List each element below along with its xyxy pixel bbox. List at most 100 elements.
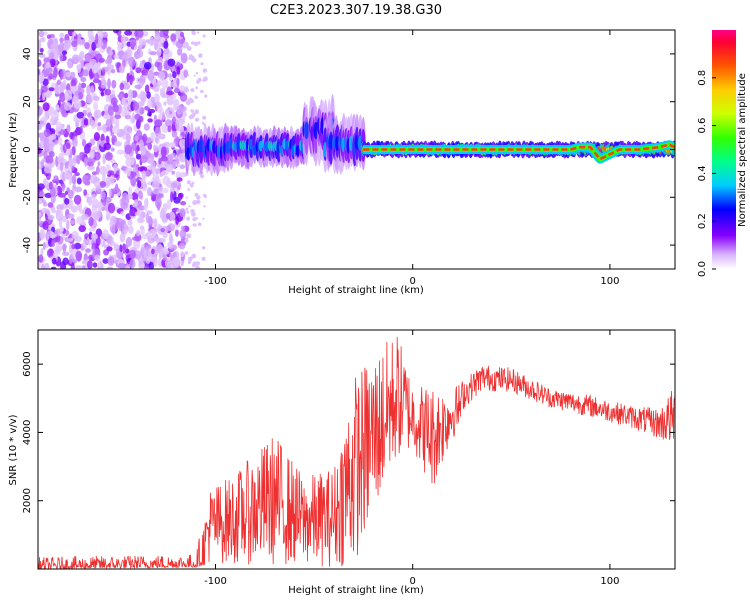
heatmap-cell xyxy=(50,114,54,123)
heatmap-cell xyxy=(110,68,116,74)
heatmap-region xyxy=(229,125,307,170)
heatmap-cell xyxy=(195,265,199,269)
heatmap-cell xyxy=(128,186,133,196)
heatmap-cell xyxy=(76,177,82,185)
heatmap-cell xyxy=(160,246,164,255)
heatmap-cell xyxy=(125,236,133,247)
heatmap-cell xyxy=(198,53,203,58)
heatmap-cell xyxy=(168,233,173,243)
heatmap-cell xyxy=(67,189,74,199)
heatmap-cell xyxy=(187,74,190,77)
heatmap-cell xyxy=(134,135,139,142)
heatmap-cell xyxy=(69,71,76,78)
heatmap-cell xyxy=(38,72,45,83)
heatmap-cell xyxy=(74,90,79,96)
heatmap-cell xyxy=(145,256,151,264)
snr-plot-area xyxy=(38,330,675,569)
heatmap-cell xyxy=(176,159,179,165)
figure-title: C2E3.2023.307.19.38.G30 xyxy=(270,3,442,18)
heatmap-cell xyxy=(74,186,83,193)
heatmap-cell xyxy=(89,174,98,184)
heatmap-cell xyxy=(194,192,199,197)
heatmap-cell xyxy=(161,170,169,176)
heatmap-cell xyxy=(101,75,105,83)
heatmap-cell xyxy=(43,150,48,160)
heatmap-cell xyxy=(129,40,136,48)
heatmap-cell xyxy=(56,204,64,211)
heatmap-cell xyxy=(192,217,197,222)
heatmap-cell xyxy=(72,95,78,101)
heatmap-cell xyxy=(48,151,55,158)
heatmap-cell xyxy=(63,102,72,111)
heatmap-cell xyxy=(92,95,100,101)
heatmap-cell xyxy=(161,187,169,194)
heatmap-cell xyxy=(82,265,86,269)
heatmap-cell xyxy=(52,37,58,44)
heatmap-cell xyxy=(59,37,64,43)
heatmap-cell xyxy=(45,62,51,69)
heatmap-cell xyxy=(170,191,174,203)
heatmap-cell xyxy=(72,31,77,37)
heatmap-cell xyxy=(48,181,53,190)
heatmap-cell xyxy=(165,258,172,269)
heatmap-cell xyxy=(122,243,126,254)
heatmap-cell xyxy=(144,202,148,212)
heatmap-cell xyxy=(154,32,161,43)
heatmap-cell xyxy=(43,201,48,207)
heatmap-cell xyxy=(171,170,175,175)
heatmap-cell xyxy=(40,247,44,256)
heatmap-cell xyxy=(60,143,64,153)
heatmap-cell xyxy=(328,134,334,150)
heatmap-cell xyxy=(92,146,99,151)
heatmap-cell xyxy=(181,95,187,101)
snr-line xyxy=(38,336,675,569)
heatmap-cell xyxy=(167,73,172,78)
heatmap-cell xyxy=(130,175,137,187)
heatmap-cell xyxy=(175,229,179,237)
heatmap-cell xyxy=(177,153,186,162)
heatmap-cell xyxy=(38,59,42,67)
heatmap-cell xyxy=(191,57,197,63)
heatmap-cell xyxy=(92,262,98,268)
heatmap-cell xyxy=(131,236,140,241)
heatmap-cell xyxy=(112,117,120,125)
heatmap-cell xyxy=(134,199,139,207)
heatmap-cell xyxy=(120,34,126,44)
heatmap-cell xyxy=(98,79,102,87)
heatmap-cell xyxy=(147,137,151,144)
heatmap-cell xyxy=(162,203,168,213)
heatmap-cell xyxy=(124,144,133,155)
heatmap-cell xyxy=(113,104,119,113)
heatmap-cell xyxy=(41,207,49,214)
heatmap-cell xyxy=(110,97,118,106)
heatmap-cell xyxy=(175,119,180,131)
snr-line-series xyxy=(38,336,675,569)
heatmap-cell xyxy=(152,166,156,177)
heatmap-cell xyxy=(43,128,51,138)
heatmap-cell xyxy=(121,97,126,106)
heatmap-cell xyxy=(195,86,199,90)
heatmap-cell xyxy=(200,174,205,179)
heatmap-cell xyxy=(167,125,172,133)
heatmap-cell xyxy=(54,86,62,95)
heatmap-cell xyxy=(97,261,101,268)
heatmap-cell xyxy=(166,90,175,96)
heatmap-cell xyxy=(160,228,165,233)
heatmap-cell xyxy=(188,205,191,208)
heatmap-cell xyxy=(163,40,169,49)
heatmap-cell xyxy=(88,227,96,232)
snr-xlabel: Height of straight line (km) xyxy=(288,585,424,596)
heatmap-cell xyxy=(169,253,176,258)
heatmap-cell xyxy=(136,30,143,38)
heatmap-cell xyxy=(134,211,140,216)
heatmap-cell xyxy=(142,31,149,37)
heatmap-cell xyxy=(77,33,81,45)
heatmap-cell xyxy=(202,115,207,120)
heatmap-cell xyxy=(167,241,174,250)
heatmap-cell xyxy=(144,264,150,269)
heatmap-cell xyxy=(144,84,150,94)
heatmap-cell xyxy=(126,194,133,200)
heatmap-cell xyxy=(112,187,121,193)
heatmap-cell xyxy=(90,85,95,94)
